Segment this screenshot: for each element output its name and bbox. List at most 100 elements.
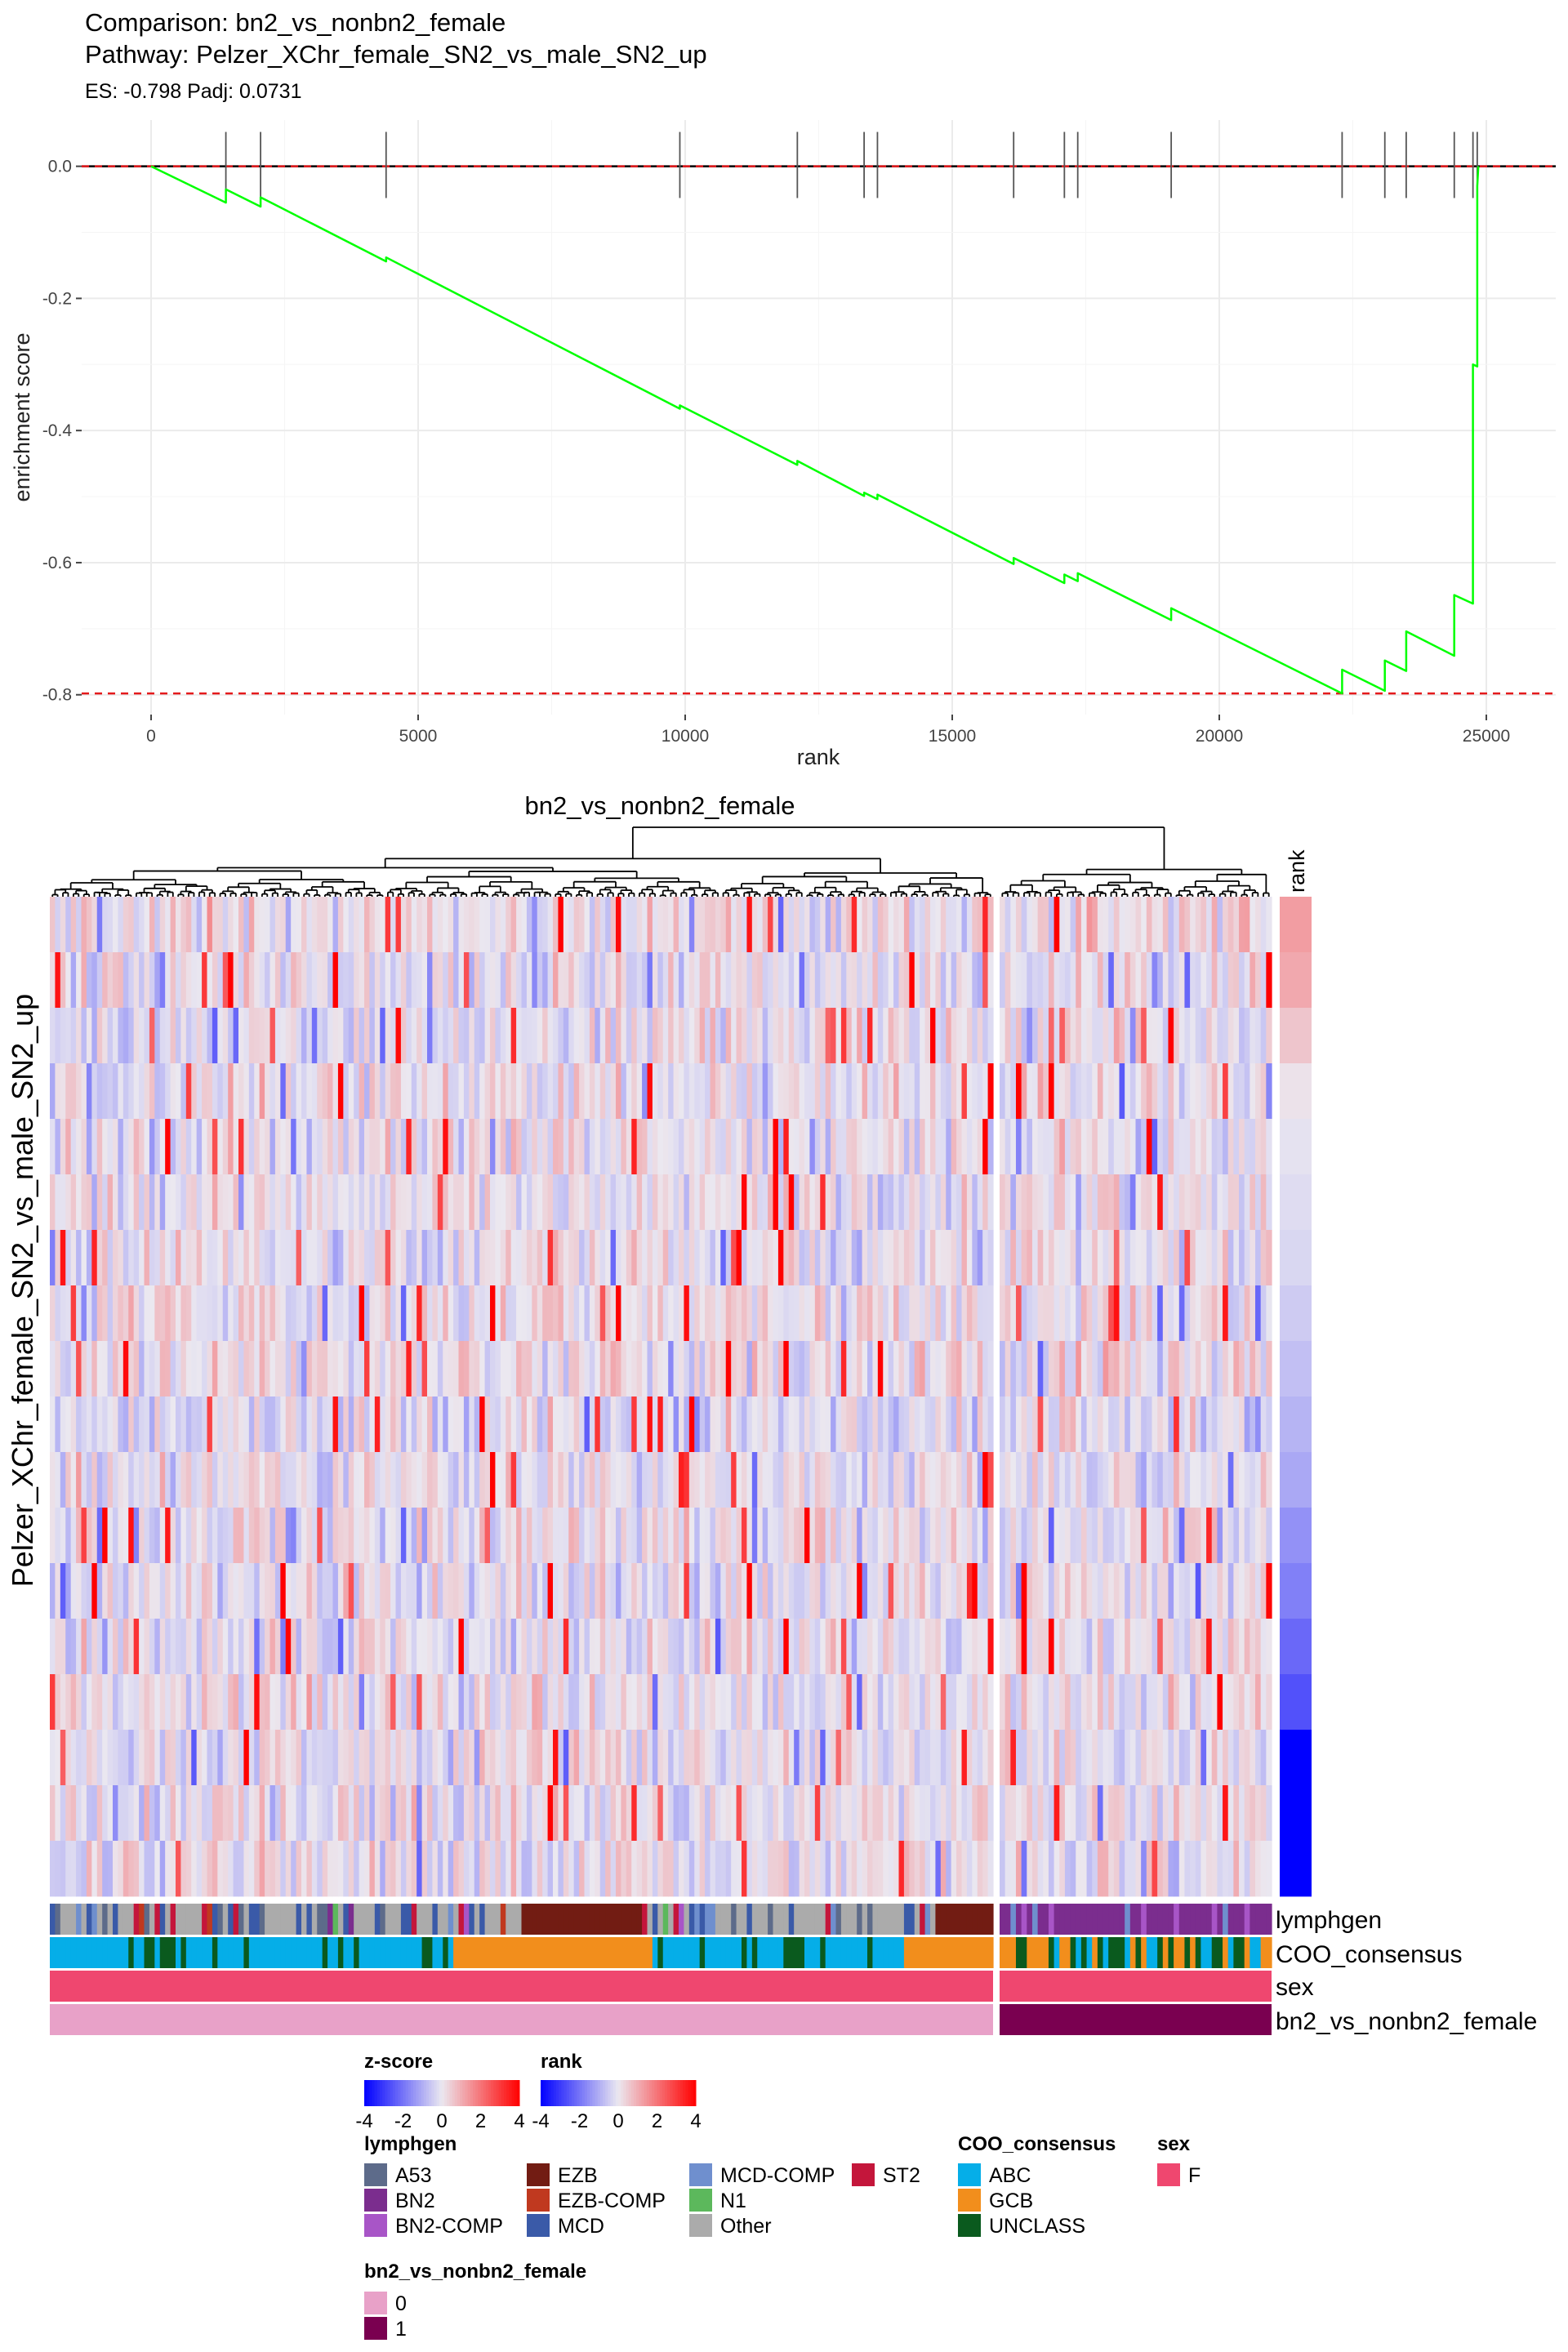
heatmap-cell (725, 1396, 732, 1453)
heatmap-cell (70, 1841, 77, 1897)
heatmap-cell (877, 1674, 884, 1731)
heatmap-cell (526, 1119, 532, 1175)
heatmap-cell (688, 1841, 695, 1897)
heatmap-cell (982, 1785, 989, 1842)
heatmap-cell (883, 1452, 889, 1508)
heatmap-cell (961, 897, 968, 953)
heatmap-cell (547, 1619, 554, 1675)
heatmap-cell (348, 1508, 354, 1564)
heatmap-cell (924, 1674, 931, 1731)
heatmap-cell (553, 1063, 559, 1120)
heatmap-cell (306, 1341, 313, 1397)
heatmap-cell (579, 1730, 586, 1786)
heatmap-cell (113, 952, 119, 1009)
lymphgen-cell (317, 1904, 323, 1935)
heatmap-cell (416, 1063, 423, 1120)
heatmap-cell (474, 1508, 480, 1564)
heatmap-cell (443, 1730, 449, 1786)
heatmap-cell (144, 1119, 150, 1175)
heatmap-cell (1015, 1285, 1022, 1342)
heatmap-cell (285, 1285, 292, 1342)
heatmap-cell (154, 1063, 161, 1120)
heatmap-cell (684, 1230, 690, 1286)
heatmap-cell (102, 1230, 109, 1286)
heatmap-cell (369, 1619, 376, 1675)
heatmap-cell (715, 1063, 721, 1120)
heatmap-cell (296, 1063, 302, 1120)
heatmap-cell (238, 1452, 245, 1508)
heatmap-cell (374, 897, 381, 953)
heatmap-cell (406, 1563, 412, 1619)
heatmap-cell (270, 1285, 276, 1342)
heatmap-cell (327, 1341, 334, 1397)
heatmap-cell (154, 1674, 161, 1731)
heatmap-cell (159, 952, 166, 1009)
heatmap-cell (1168, 1396, 1174, 1453)
heatmap-cell (317, 1619, 323, 1675)
heatmap-cell (233, 1008, 239, 1064)
heatmap-cell (563, 1285, 569, 1342)
heatmap-cell (840, 1341, 847, 1397)
heatmap-cell (966, 1285, 973, 1342)
heatmap-cell (768, 1785, 774, 1842)
heatmap-cell (877, 1063, 884, 1120)
heatmap-cell (626, 1674, 632, 1731)
heatmap-cell (605, 1508, 612, 1564)
heatmap-cell (60, 1730, 66, 1786)
heatmap-cell (966, 1119, 973, 1175)
heatmap-cell (532, 1674, 538, 1731)
heatmap-cell (484, 1674, 491, 1731)
heatmap-cell (1178, 1008, 1186, 1064)
heatmap-cells (50, 897, 1272, 1897)
heatmap-cell (311, 1063, 318, 1120)
heatmap-cell (652, 952, 658, 1009)
heatmap-cell (642, 1841, 648, 1897)
heatmap-cell (616, 1674, 622, 1731)
heatmap-cell (55, 952, 61, 1009)
heatmap-cell (243, 897, 250, 953)
heatmap-cell (935, 1563, 942, 1619)
heatmap-cell (946, 1008, 952, 1064)
heatmap-cell (443, 1008, 449, 1064)
heatmap-cell (306, 1452, 313, 1508)
heatmap-cell (301, 1674, 308, 1731)
heatmap-cell (751, 952, 758, 1009)
heatmap-cell (1141, 1396, 1147, 1453)
heatmap-cell (144, 1841, 150, 1897)
heatmap-cell (694, 1063, 701, 1120)
heatmap-cell (248, 1008, 255, 1064)
heatmap-cell (91, 1341, 98, 1397)
heatmap-cell (1195, 1841, 1202, 1897)
heatmap-cell (883, 1341, 889, 1397)
heatmap-cell (139, 1785, 145, 1842)
heatmap-cell (1064, 1285, 1071, 1342)
heatmap-cell (469, 897, 475, 953)
heatmap-cell (731, 1008, 737, 1064)
heatmap-cell (626, 1508, 632, 1564)
heatmap-cell (81, 1508, 87, 1564)
heatmap-cell (1223, 1508, 1229, 1564)
heatmap-cell (898, 1063, 905, 1120)
heatmap-cell (144, 1063, 150, 1120)
heatmap-cell (935, 1341, 942, 1397)
heatmap-cell (1027, 1285, 1033, 1342)
heatmap-cell (1129, 1508, 1137, 1564)
heatmap-cell (1048, 1508, 1055, 1564)
heatmap-cell (982, 1563, 989, 1619)
heatmap-cell (804, 1508, 811, 1564)
heatmap-cell (364, 897, 371, 953)
heatmap-cell (395, 1785, 402, 1842)
heatmap-cell (1266, 1008, 1272, 1064)
heatmap-cell (751, 1396, 758, 1453)
heatmap-cell (1200, 1230, 1207, 1286)
heatmap-cell (1239, 952, 1245, 1009)
heatmap-cell (820, 1063, 826, 1120)
heatmap-cell (636, 1508, 643, 1564)
heatmap-cell (484, 1285, 491, 1342)
heatmap-cell (458, 1008, 465, 1064)
heatmap-cell (1195, 1452, 1202, 1508)
heatmap-cell (1233, 1563, 1240, 1619)
heatmap-cell (647, 1508, 653, 1564)
heatmap-cell (652, 1730, 658, 1786)
